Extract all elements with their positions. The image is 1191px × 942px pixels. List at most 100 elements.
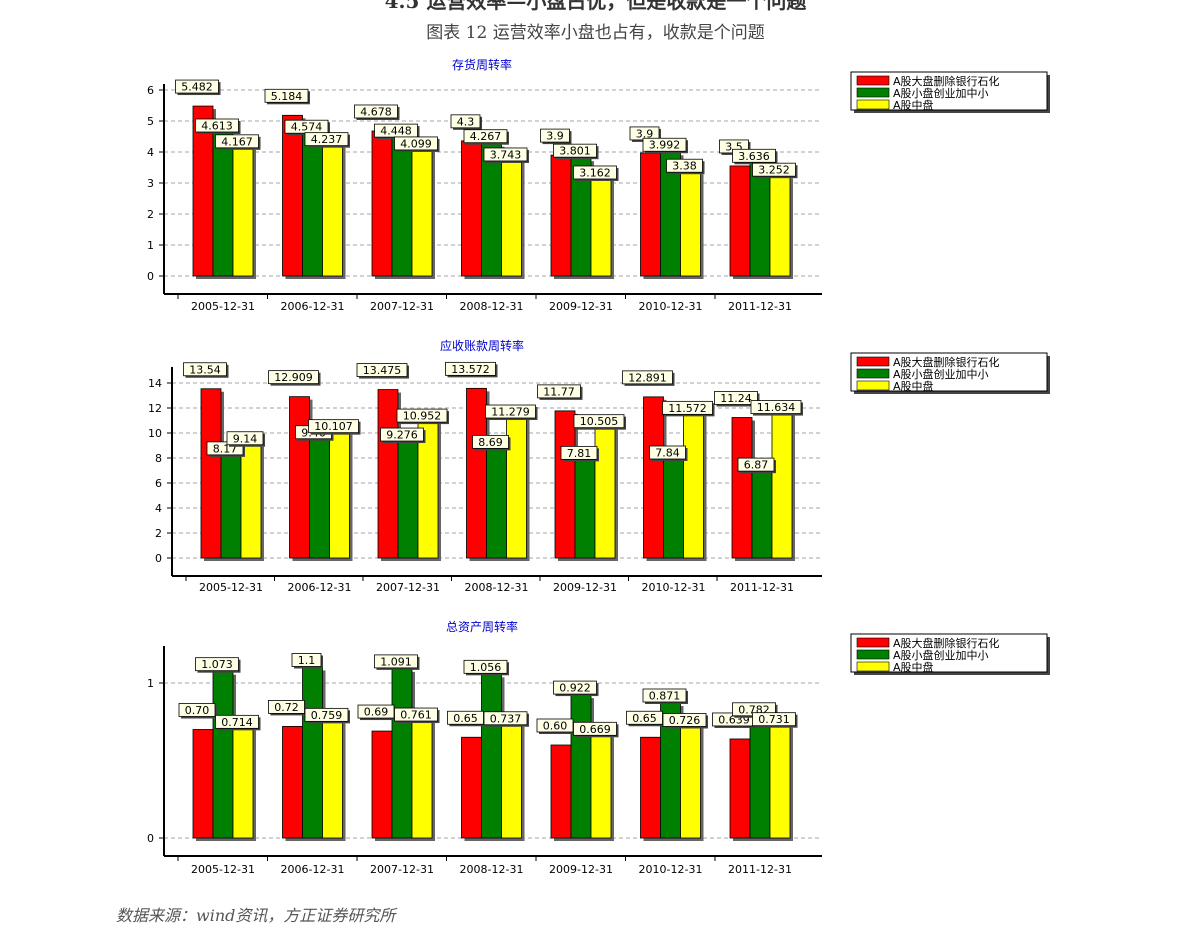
data-label: 4.574 <box>284 119 330 136</box>
data-label: 1.056 <box>463 659 509 676</box>
data-label-text: 3.162 <box>579 166 611 179</box>
data-label: 0.60 <box>536 718 575 734</box>
data-label: 0.761 <box>394 707 440 724</box>
data-label-box <box>445 361 496 376</box>
bar-small <box>220 455 242 559</box>
bar-mid <box>590 733 612 839</box>
data-label-box <box>463 659 508 674</box>
data-label-box <box>662 713 707 727</box>
data-label: 3.743 <box>483 147 529 163</box>
data-label-box <box>485 404 536 419</box>
chart-title: 应收账款周转率 <box>440 338 524 353</box>
data-label-box <box>750 400 802 414</box>
data-label: 4.099 <box>394 136 440 152</box>
y-tick-label: 2 <box>155 527 162 540</box>
data-label-text: 4.574 <box>291 121 323 134</box>
y-tick-label: 1 <box>147 677 154 690</box>
data-label-text: 6.87 <box>744 459 769 472</box>
x-tick-label: 2006-12-31 <box>288 581 352 594</box>
data-label-box <box>752 162 796 177</box>
data-label-text: 0.726 <box>669 714 701 727</box>
data-label: 4.678 <box>354 104 400 120</box>
data-label-text: 0.731 <box>758 713 790 726</box>
x-tick-label: 2010-12-31 <box>642 581 706 594</box>
data-label-box <box>226 431 264 446</box>
data-label-box <box>737 457 775 472</box>
x-tick-label: 2011-12-31 <box>728 863 792 876</box>
bar-mid <box>769 174 791 277</box>
data-label: 8.69 <box>472 434 511 451</box>
data-label-text: 0.737 <box>490 712 522 725</box>
data-label: 1.1 <box>291 653 323 669</box>
data-label: 11.634 <box>750 400 803 416</box>
data-label-text: 1.091 <box>380 655 412 668</box>
data-label-text: 3.252 <box>758 164 790 177</box>
x-tick-label: 2008-12-31 <box>460 300 524 312</box>
data-label-box <box>540 128 570 143</box>
chart-inventory-turnover: 存货周转率 0 1 2 3 4 5 6 2005-12-31 2006-12-31 2007-12-… <box>147 57 1050 312</box>
bar-small <box>391 137 413 277</box>
data-label-box <box>268 700 305 714</box>
data-label-text: 0.669 <box>579 723 611 736</box>
data-label-text: 0.761 <box>400 709 432 722</box>
legend-label-small: A股小盘创业加中小 <box>893 367 989 381</box>
x-tick-label: 2007-12-31 <box>376 581 440 594</box>
data-label-text: 11.77 <box>543 385 575 398</box>
data-label-text: 7.81 <box>567 447 592 460</box>
data-label-text: 4.448 <box>380 125 412 138</box>
bar-large <box>550 154 572 277</box>
bar-large <box>731 417 753 559</box>
bar-large <box>192 729 214 839</box>
x-tick-label: 2007-12-31 <box>370 300 434 312</box>
data-label: 0.69 <box>357 704 396 721</box>
bar-small <box>302 667 323 839</box>
data-label-box <box>573 414 625 429</box>
data-label-text: 4.099 <box>400 137 432 150</box>
bar-large <box>461 140 482 277</box>
data-label: 4.167 <box>215 134 261 150</box>
data-label-box <box>447 710 484 725</box>
data-label-text: 1.073 <box>201 658 233 671</box>
data-label: 5.482 <box>175 79 221 96</box>
data-label-text: 5.184 <box>271 90 303 103</box>
data-label: 4.237 <box>304 132 350 148</box>
data-label: 1.091 <box>374 654 420 670</box>
y-tick-label: 10 <box>148 427 162 440</box>
bar-mid <box>501 723 522 839</box>
y-tick-label: 4 <box>155 502 162 515</box>
data-label: 0.65 <box>447 710 486 727</box>
data-label-text: 13.572 <box>451 363 490 376</box>
data-label-box <box>642 137 687 152</box>
data-label-box <box>573 721 617 736</box>
data-label-text: 1.1 <box>298 654 316 667</box>
x-tick-label: 2005-12-31 <box>199 581 263 594</box>
bar-mid <box>322 144 343 277</box>
bar-large <box>554 410 576 559</box>
bar-mid <box>411 148 433 277</box>
bar-large <box>729 738 751 839</box>
figure-title: 图表 12 运营效率小盘也占有，收款是个问题 <box>426 23 765 43</box>
legend-label-small: A股小盘创业加中小 <box>893 86 989 100</box>
legend-swatch-large <box>856 637 890 648</box>
data-label: 0.65 <box>626 710 665 727</box>
x-tick-label: 2008-12-31 <box>460 863 524 876</box>
x-tick-label: 2010-12-31 <box>639 863 703 876</box>
x-tick-label: 2005-12-31 <box>191 300 255 312</box>
data-label: 3.992 <box>642 137 688 154</box>
bar-mid <box>680 170 701 277</box>
data-label: 4.613 <box>195 118 241 134</box>
chart-receivables-turnover: 应收账款周转率 0 2 4 6 8 10 12 14 2005-12-31 2006-12-31 20… <box>148 338 1050 594</box>
bar-large <box>640 152 661 277</box>
bar-small <box>486 448 507 559</box>
data-label: 5.184 <box>264 88 310 105</box>
data-label: 9.14 <box>226 431 265 447</box>
data-label-box <box>483 147 528 162</box>
data-label-text: 4.237 <box>311 133 343 146</box>
data-label: 3.162 <box>573 165 619 181</box>
y-tick-label: 0 <box>147 832 154 845</box>
bar-small <box>212 671 234 839</box>
data-label: 3.38 <box>666 158 705 175</box>
data-label-text: 3.636 <box>738 150 770 163</box>
data-label-box <box>308 419 359 434</box>
